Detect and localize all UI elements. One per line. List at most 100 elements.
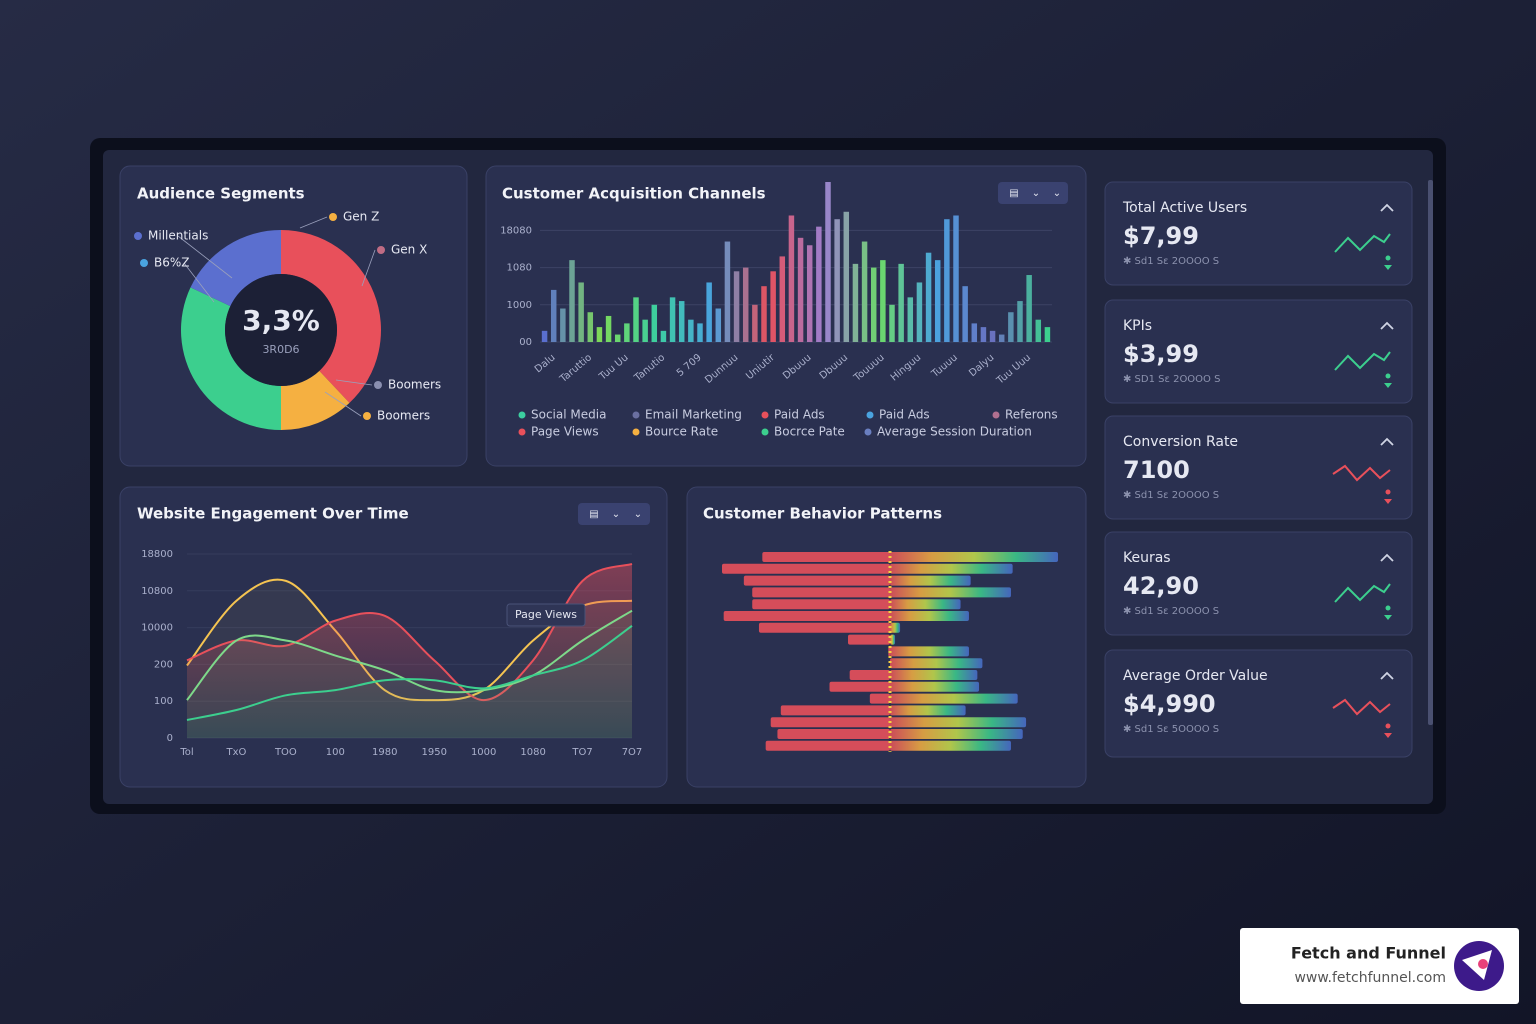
legend-label: Paid Ads (774, 408, 825, 422)
bar (998, 334, 1005, 342)
behavior-bar-right (890, 658, 983, 669)
x-tick-label: 1080 (520, 747, 545, 758)
card-title: Customer Acquisition Channels (502, 185, 766, 203)
collapse-chevron[interactable] (1380, 203, 1394, 212)
leader-line (183, 262, 215, 303)
sparkline (1332, 698, 1391, 716)
bar (733, 271, 740, 342)
svg-text:▤: ▤ (1009, 188, 1018, 199)
trend-arrow (1384, 499, 1392, 504)
legend-dot (992, 411, 1000, 419)
legend-label: Bocrce Pate (774, 425, 845, 439)
collapse-chevron[interactable] (1380, 437, 1394, 446)
segment-label: Millentials (148, 229, 208, 243)
behavior-bar-left (758, 622, 890, 633)
behavior-bar-right (890, 681, 980, 692)
bar (550, 289, 557, 342)
bar (752, 304, 758, 342)
bar (980, 327, 987, 342)
donut-center-label: 3R0D6 (262, 343, 299, 356)
behavior-bar-left (723, 611, 890, 621)
behavior-bar-right (890, 740, 1011, 751)
donut-center-value: 3,3% (242, 304, 320, 337)
y-tick-label: 18080 (500, 225, 532, 236)
scrollbar[interactable] (1428, 180, 1433, 725)
bar (715, 308, 722, 342)
legend-label: Referons (1005, 408, 1058, 422)
card (485, 165, 1087, 467)
label-dot (377, 246, 385, 254)
kpi-value: $3,99 (1123, 340, 1199, 368)
legend-dot (518, 411, 526, 419)
bar (788, 215, 795, 342)
bar (1044, 327, 1051, 342)
y-tick-label: 1080 (507, 263, 532, 274)
dropdown[interactable]: ▤ ⌄ ⌄ (578, 503, 650, 525)
collapse-chevron[interactable] (1380, 671, 1394, 680)
behavior-bar-right (890, 611, 969, 621)
kpi-title: KPIs (1123, 318, 1152, 334)
bar (852, 263, 859, 342)
segment-label: B6%Z (154, 256, 190, 270)
kpi-card (1104, 299, 1413, 404)
behavior-bar-left (770, 717, 890, 728)
sparkline (1332, 464, 1391, 482)
y-tick-label: 100 (154, 696, 173, 707)
brand-logo-mark (1462, 950, 1492, 980)
bar (541, 330, 548, 342)
behavior-bar-right (890, 646, 969, 657)
bar (669, 297, 676, 342)
kpi-title: Average Order Value (1123, 668, 1268, 684)
bar (916, 282, 923, 342)
card-title: Website Engagement Over Time (137, 505, 409, 523)
segment-label: Boomers (388, 378, 441, 392)
bar (761, 286, 767, 342)
legend-label: Social Media (531, 408, 606, 422)
bar (861, 241, 868, 342)
behavior-bar-left (762, 552, 890, 562)
x-tick-label: 1000 (471, 747, 496, 758)
brand-name: Fetch and Funnel (1291, 944, 1446, 963)
behavior-bar-left (752, 599, 890, 610)
donut-segment (190, 230, 281, 307)
segment-label: Boomers (377, 409, 430, 423)
x-tick-label: TxO (225, 747, 246, 758)
x-tick-label: 1980 (372, 747, 397, 758)
kpi-card (1104, 415, 1413, 520)
leader-line (299, 216, 328, 229)
donut-segment (281, 230, 381, 403)
bar (944, 219, 950, 342)
behavior-bar-right (890, 717, 1027, 728)
legend-dot (761, 411, 769, 419)
bar (624, 323, 630, 342)
kpi-detail: ✱ Sd1 Sɛ 5OOOO S (1123, 724, 1219, 735)
donut-hole (225, 274, 337, 386)
legend-dot (632, 428, 640, 436)
brand-url: www.fetchfunnel.com (1294, 970, 1446, 986)
donut-segment (281, 370, 350, 430)
bar (834, 219, 840, 342)
x-tick-label: TOO (274, 747, 297, 758)
leader-line (361, 249, 376, 287)
dropdown[interactable]: ▤ ⌄ ⌄ (998, 182, 1068, 204)
donut-segment (181, 287, 281, 430)
bar (660, 330, 667, 342)
collapse-chevron[interactable] (1380, 553, 1394, 562)
behavior-bar-left (829, 681, 890, 692)
kpi-detail: ✱ Sd1 Sɛ 2OOOO S (1123, 606, 1219, 617)
svg-text:⌄: ⌄ (1032, 188, 1040, 199)
leader-line (324, 391, 362, 417)
bar (569, 260, 575, 342)
bar (724, 241, 731, 342)
sparkline-dot (1385, 489, 1391, 495)
collapse-chevron[interactable] (1380, 321, 1394, 330)
kpi-value: $4,990 (1123, 690, 1216, 718)
bar (614, 334, 621, 342)
behavior-bar-right (890, 587, 1011, 598)
bar (651, 304, 658, 342)
line (186, 624, 633, 721)
y-tick-label: 18800 (141, 549, 173, 560)
kpi-detail: ✱ Sd1 Sɛ 2OOOO S (1123, 256, 1219, 267)
brand-logo-dot (1478, 959, 1488, 969)
